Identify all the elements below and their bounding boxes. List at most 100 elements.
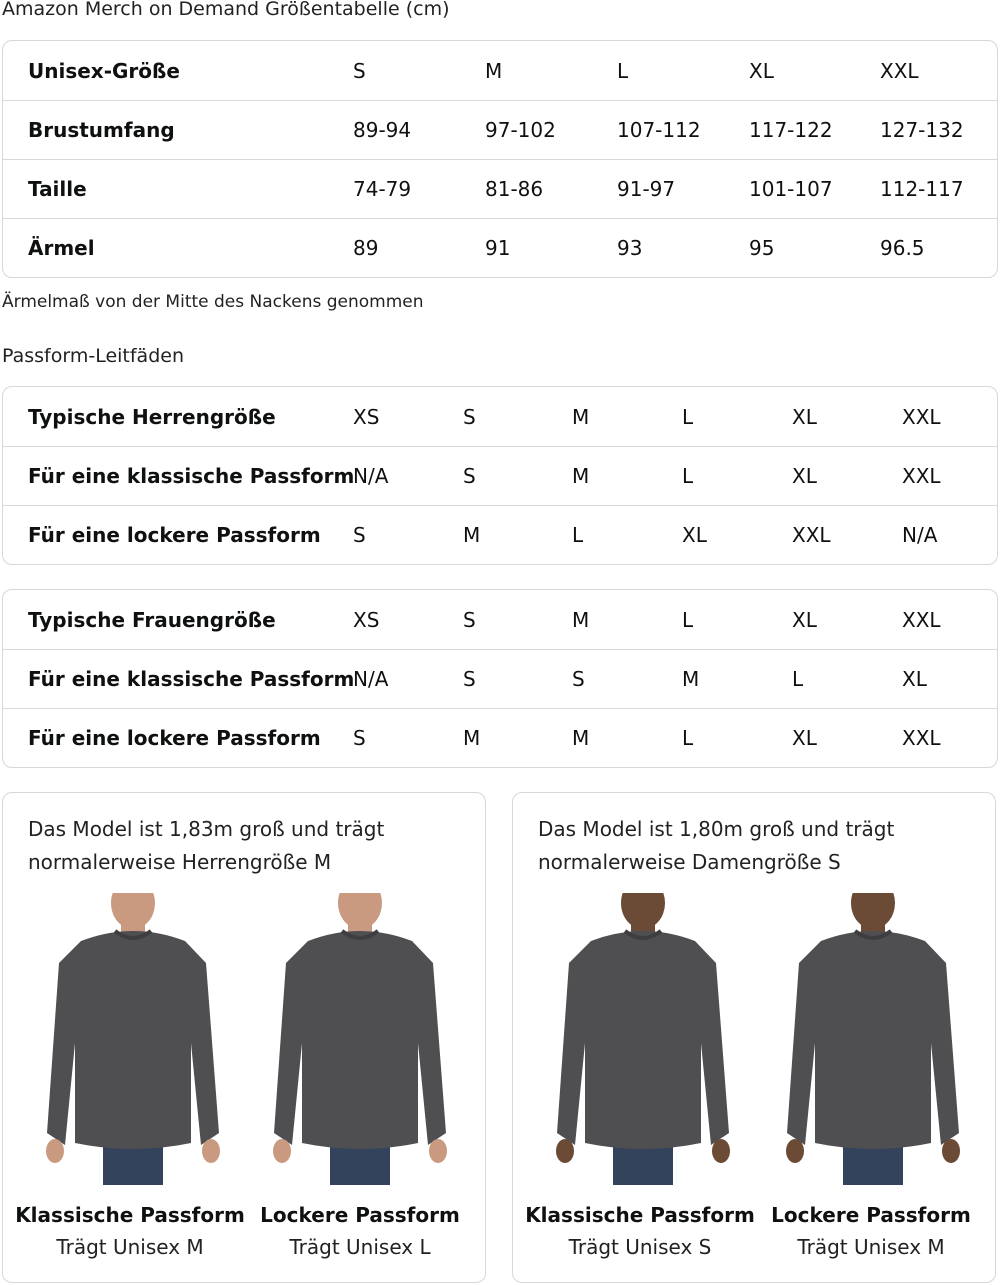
cell: 74-79 — [353, 177, 412, 201]
cell: L — [617, 58, 629, 83]
row-label: Brustumfang — [28, 118, 175, 142]
cell: 107-112 — [617, 118, 701, 142]
men-model-card: Das Model ist 1,83m groß und trägt normal… — [2, 792, 486, 1283]
cell: 81-86 — [485, 177, 544, 201]
cell: 101-107 — [749, 177, 833, 201]
table-row: Brustumfang 89-94 97-102 107-112 117-122 127-… — [3, 100, 997, 159]
model-photo-loose — [268, 877, 448, 1185]
cell: L — [792, 667, 804, 691]
men-fit-table: Typische Herrengröße XS S M L XL XXL Für eine k… — [2, 386, 998, 565]
cell: M — [682, 667, 700, 691]
cell: XL — [792, 726, 817, 750]
fit-title: Klassische Passform — [15, 1203, 245, 1227]
cell: 97-102 — [485, 118, 556, 142]
cell: S — [463, 667, 476, 691]
row-label: Für eine klassische Passform — [28, 667, 355, 691]
cell: XXL — [792, 523, 831, 547]
cell: 89-94 — [353, 118, 412, 142]
cell: 127-132 — [880, 118, 964, 142]
cell: XS — [353, 404, 380, 429]
cell: XXL — [902, 607, 941, 632]
cell: S — [353, 726, 366, 750]
cell: XL — [792, 464, 817, 488]
model-photo-classic — [41, 877, 221, 1185]
sweatshirt-model-illustration — [46, 877, 220, 1185]
table-row: Typische Frauengröße XS S M L XL XXL — [3, 590, 997, 649]
cell: 95 — [749, 236, 775, 260]
fit-size: Trägt Unisex L — [289, 1235, 431, 1259]
fit-title: Klassische Passform — [525, 1203, 755, 1227]
cell: M — [572, 726, 590, 750]
page-title: Amazon Merch on Demand Größentabelle (cm… — [2, 0, 450, 20]
cell: L — [572, 523, 584, 547]
row-label: Unisex-Größe — [28, 58, 180, 83]
cell: XL — [902, 667, 927, 691]
cell: N/A — [353, 464, 389, 488]
caption: Das Model ist 1,80m groß und trägt — [538, 817, 895, 841]
cell: M — [485, 58, 503, 83]
cell: M — [572, 607, 590, 632]
cell: L — [682, 464, 694, 488]
cell: 93 — [617, 236, 643, 260]
cell: XL — [792, 607, 817, 632]
table-row: Für eine klassische Passform N/A S M L XL XXL — [3, 446, 997, 505]
cell: L — [682, 607, 694, 632]
cell: L — [682, 404, 694, 429]
caption: normalerweise Herrengröße M — [28, 850, 332, 874]
sweatshirt-model-illustration — [273, 877, 447, 1185]
cell: S — [353, 523, 366, 547]
cell: 96.5 — [880, 236, 925, 260]
sweatshirt-model-illustration — [556, 877, 730, 1185]
women-model-card: Das Model ist 1,80m groß und trägt normal… — [512, 792, 996, 1283]
fit-title: Lockere Passform — [771, 1203, 971, 1227]
row-label: Typische Frauengröße — [28, 607, 276, 632]
sweatshirt-model-illustration — [786, 877, 960, 1185]
cell: XL — [792, 404, 817, 429]
cell: 91-97 — [617, 177, 676, 201]
cell: XXL — [902, 726, 941, 750]
row-label: Taille — [28, 177, 87, 201]
cell: XXL — [902, 464, 941, 488]
cell: S — [463, 464, 476, 488]
cell: 91 — [485, 236, 511, 260]
row-label: Für eine lockere Passform — [28, 523, 321, 547]
cell: M — [572, 404, 590, 429]
fit-title: Lockere Passform — [260, 1203, 460, 1227]
cell: S — [463, 404, 476, 429]
cell: 112-117 — [880, 177, 964, 201]
cell: S — [463, 607, 476, 632]
model-photo-classic — [551, 877, 731, 1185]
size-table: Unisex-Größe S M L XL XXL Brustumfang 89-94 97-1… — [2, 40, 998, 278]
table-row: Für eine lockere Passform S M M L XL XXL — [3, 708, 997, 767]
table-row: Ärmel 89 91 93 95 96.5 — [3, 218, 997, 277]
cell: S — [572, 667, 585, 691]
cell: 89 — [353, 236, 379, 260]
cell: N/A — [353, 667, 389, 691]
cell: M — [463, 726, 481, 750]
caption: Das Model ist 1,83m groß und trägt — [28, 817, 385, 841]
fit-size: Trägt Unisex S — [568, 1235, 712, 1259]
cell: S — [353, 58, 366, 83]
model-photo-loose — [781, 877, 961, 1185]
fit-size: Trägt Unisex M — [797, 1235, 945, 1259]
caption: normalerweise Damengröße S — [538, 850, 841, 874]
table-row: Typische Herrengröße XS S M L XL XXL — [3, 387, 997, 446]
cell: N/A — [902, 523, 938, 547]
cell: XS — [353, 607, 380, 632]
row-label: Für eine lockere Passform — [28, 726, 321, 750]
cell: XL — [682, 523, 707, 547]
cell: 117-122 — [749, 118, 833, 142]
cell: XXL — [880, 58, 919, 83]
cell: M — [572, 464, 590, 488]
table-row: Für eine klassische Passform N/A S S M L XL — [3, 649, 997, 708]
table-row: Für eine lockere Passform S M L XL XXL N/A — [3, 505, 997, 564]
fit-guide-heading: Passform-Leitfäden — [2, 345, 184, 367]
cell: M — [463, 523, 481, 547]
cell: L — [682, 726, 694, 750]
row-label: Für eine klassische Passform — [28, 464, 355, 488]
row-label: Typische Herrengröße — [28, 404, 276, 429]
table-row: Unisex-Größe S M L XL XXL — [3, 41, 997, 100]
table-row: Taille 74-79 81-86 91-97 101-107 112-117 — [3, 159, 997, 218]
women-fit-table: Typische Frauengröße XS S M L XL XXL Für eine k… — [2, 589, 998, 768]
cell: XL — [749, 58, 774, 83]
